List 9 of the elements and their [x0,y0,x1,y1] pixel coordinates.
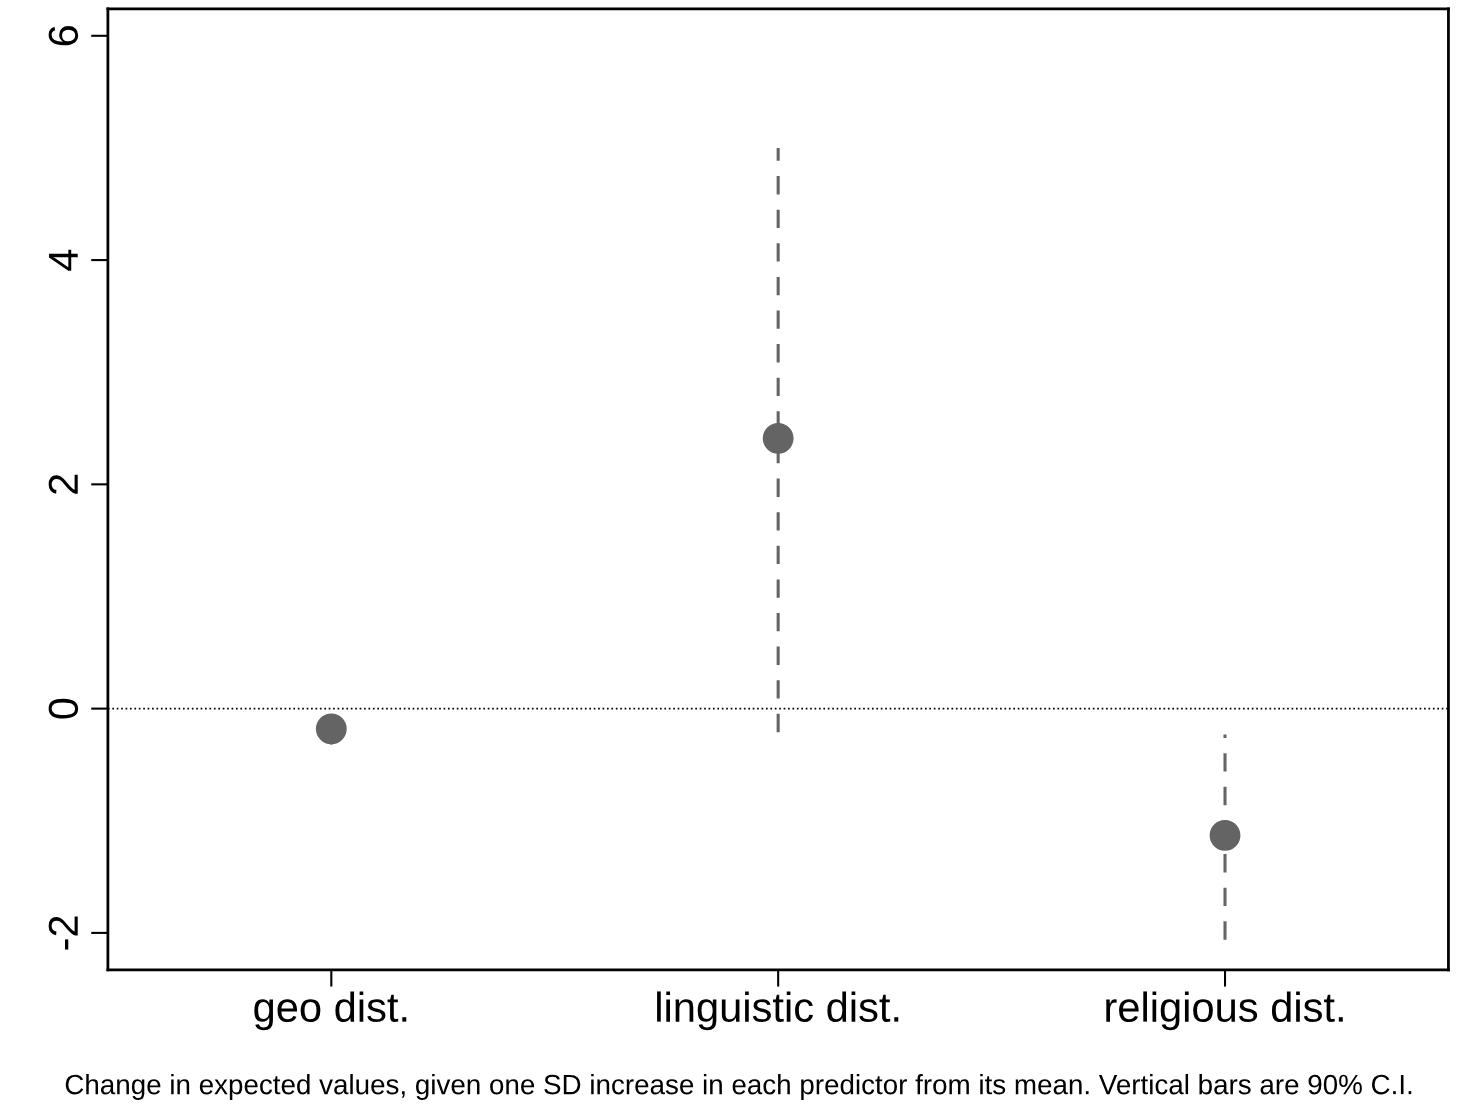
y-tick-label: 4 [49,249,78,271]
x-tick-label: religious dist. [1106,991,1343,1031]
x-tick-label: linguistic dist. [657,991,899,1031]
x-tick-label: geo dist. [254,991,407,1031]
text: Change in expected values, given one SD increase in each predictor from its mean. Vertical bars are 90% C.I. [65,1074,1412,1100]
y-tick-label: -2 [48,916,78,950]
y-tick-label: 2 [48,474,78,494]
y-tick-label: 6 [48,26,79,46]
y-tick-label: 0 [48,698,79,719]
